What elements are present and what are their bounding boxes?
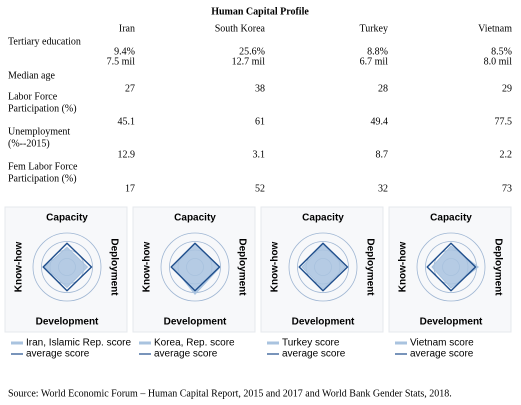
grid-ring — [32, 232, 102, 302]
legend-label: Iran, Islamic Rep. score — [26, 338, 131, 349]
grid-ring — [288, 232, 358, 302]
axis-label: Capacity — [174, 213, 216, 224]
axis-label: Deployment — [364, 238, 375, 296]
cell: 3.1 — [253, 149, 266, 160]
cell: 8.5% — [491, 46, 512, 57]
row-label: Participation (%) — [8, 173, 77, 184]
cell: 27 — [125, 83, 135, 94]
cell: 61 — [255, 116, 265, 127]
axis-label: Development — [164, 317, 227, 328]
column-header: Iran — [119, 23, 135, 34]
axis-label: Deployment — [236, 238, 247, 296]
legend-label: average score — [410, 349, 474, 360]
cell: 17 — [125, 183, 135, 194]
row-label: Median age — [8, 70, 55, 81]
legend-label: Turkey score — [282, 338, 340, 349]
axis-label: Know-how — [398, 242, 409, 293]
axis-label: Know-how — [142, 242, 153, 293]
average-line — [170, 242, 221, 292]
cell: 6.7 mil — [360, 56, 389, 67]
axis-label: Deployment — [108, 238, 119, 296]
cell: 2.2 — [500, 149, 513, 160]
axis-label: Deployment — [492, 238, 503, 296]
axis-label: Capacity — [46, 213, 88, 224]
cell: 52 — [255, 183, 265, 194]
column-header: Vietnam — [478, 23, 512, 34]
source: Source: World Economic Forum – Human Cap… — [8, 388, 452, 399]
row-label: Participation (%) — [8, 103, 77, 114]
column-header: Turkey — [359, 23, 388, 34]
grid-ring — [160, 232, 230, 302]
cell: 77.5 — [495, 116, 513, 127]
legend-label: Vietnam score — [410, 338, 474, 349]
average-line — [42, 242, 93, 292]
legend-label: average score — [26, 349, 90, 360]
axis-label: Know-how — [270, 242, 281, 293]
cell: 8.8% — [367, 46, 388, 57]
score-area — [301, 243, 347, 290]
cell: 38 — [255, 83, 265, 94]
axis-label: Development — [36, 317, 99, 328]
panel — [4, 206, 128, 333]
grid-ring — [416, 232, 486, 302]
cell: 9.4% — [114, 46, 135, 57]
cell: 25.6% — [239, 46, 265, 57]
grid-ring — [41, 241, 93, 293]
cell: 45.1 — [118, 116, 136, 127]
cell: 49.4 — [371, 116, 389, 127]
cell: 8.0 mil — [484, 56, 513, 67]
cell: 7.5 mil — [107, 56, 136, 67]
cell: 29 — [502, 83, 512, 94]
grid-ring — [297, 241, 349, 293]
score-area — [43, 246, 89, 289]
cell: 12.7 mil — [232, 56, 266, 67]
row-label: Tertiary education — [8, 36, 81, 47]
axis-label: Know-how — [14, 242, 25, 293]
legend-label: average score — [154, 349, 218, 360]
legend-label: Korea, Rep. score — [154, 338, 235, 349]
average-line — [426, 242, 477, 292]
axis-label: Capacity — [302, 213, 344, 224]
column-header: South Korea — [215, 23, 266, 34]
legend-label: average score — [282, 349, 346, 360]
cell: 12.9 — [118, 149, 136, 160]
title: Human Capital Profile — [211, 6, 309, 17]
row-label: Labor Force — [8, 91, 58, 102]
axis-label: Development — [292, 317, 355, 328]
row-label: (%--2015) — [8, 138, 50, 149]
average-line — [298, 242, 349, 292]
row-label: Unemployment — [8, 126, 70, 137]
cell: 8.7 — [376, 149, 389, 160]
cell: 32 — [378, 183, 388, 194]
axis-label: Development — [420, 317, 483, 328]
axis-label: Capacity — [430, 213, 472, 224]
cell: 28 — [378, 83, 388, 94]
row-label: Fem Labor Force — [8, 161, 78, 172]
cell: 73 — [502, 183, 512, 194]
